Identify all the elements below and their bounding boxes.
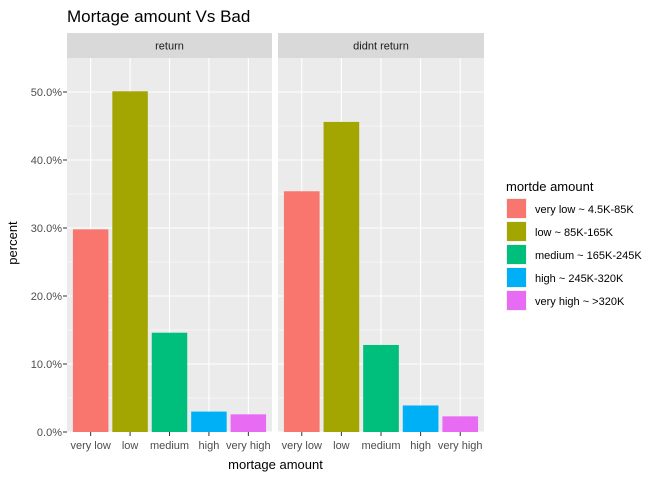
bar-low — [323, 121, 360, 433]
bar-high — [402, 405, 439, 432]
bar-very-high — [442, 416, 479, 432]
x-axis-label: mortage amount — [228, 457, 323, 472]
facet-strip-label: didnt return — [353, 41, 409, 53]
legend-label: high ~ 245K-320K — [535, 273, 624, 285]
legend-label: low ~ 85K-165K — [535, 227, 614, 239]
bar-very-low — [72, 229, 109, 432]
legend-label: medium ~ 165K-245K — [535, 250, 642, 262]
y-axis-label: percent — [5, 221, 20, 265]
y-tick-label: 10.0% — [31, 359, 62, 371]
legend: mortde amount very low ~ 4.5K-85K low ~ 8… — [506, 179, 642, 311]
x-tick-label: very high — [226, 440, 271, 452]
plot-area: 0.0% 10.0% 20.0% 30.0% 40.0% 50.0% return very … — [31, 33, 484, 452]
legend-label: very high ~ >320K — [535, 296, 625, 308]
bar-very-high — [230, 414, 267, 432]
facet-strip-label: return — [155, 41, 184, 53]
x-tick-label: low — [122, 440, 139, 452]
x-tick-label: low — [333, 440, 350, 452]
x-tick-label: high — [410, 440, 431, 452]
chart-title: Mortage amount Vs Bad — [67, 7, 250, 26]
y-tick-label: 40.0% — [31, 155, 62, 167]
legend-swatch — [507, 291, 526, 310]
legend-swatch — [507, 268, 526, 287]
legend-label: very low ~ 4.5K-85K — [535, 204, 634, 216]
x-tick-label: medium — [150, 440, 189, 452]
y-tick-label: 0.0% — [37, 427, 62, 439]
facet-strip — [278, 33, 484, 58]
x-tick-label: very high — [438, 440, 483, 452]
x-tick-label: very low — [282, 440, 322, 452]
y-tick-label: 20.0% — [31, 291, 62, 303]
y-tick-label: 30.0% — [31, 223, 62, 235]
x-tick-label: medium — [361, 440, 400, 452]
legend-swatch — [507, 222, 526, 241]
bar-high — [191, 411, 227, 432]
facet-strip — [67, 33, 272, 58]
y-tick-label: 50.0% — [31, 87, 62, 99]
bar-low — [112, 91, 148, 432]
legend-swatch — [507, 199, 526, 218]
legend-swatch — [507, 245, 526, 264]
bar-very-low — [283, 191, 320, 432]
legend-title: mortde amount — [506, 179, 594, 194]
x-tick-label: high — [199, 440, 220, 452]
bar-medium — [151, 332, 188, 432]
x-tick-label: very low — [70, 440, 110, 452]
bar-medium — [363, 344, 399, 432]
